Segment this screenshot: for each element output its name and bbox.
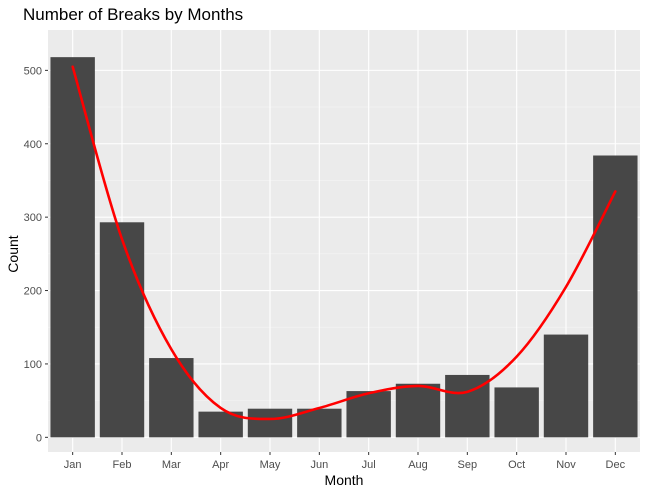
bar-dec	[593, 155, 638, 438]
x-tick-label: Jun	[310, 459, 328, 471]
bar-aug	[395, 383, 441, 438]
x-tick-label: Sep	[458, 459, 478, 471]
y-tick-label: 100	[24, 359, 42, 371]
y-tick-label: 200	[24, 286, 42, 298]
x-axis-label: Month	[324, 472, 364, 488]
y-tick-label: 500	[24, 65, 42, 77]
x-tick-label: Mar	[162, 459, 181, 471]
y-tick-label: 400	[24, 139, 42, 151]
bar-mar	[149, 358, 194, 438]
x-tick-label: Feb	[113, 459, 132, 471]
x-tick-label: Aug	[408, 459, 428, 471]
bar-feb	[99, 222, 145, 438]
bar-jul	[346, 391, 391, 438]
x-tick-label: Jan	[64, 459, 82, 471]
chart-title: Number of Breaks by Months	[23, 5, 244, 24]
x-tick-label: Jul	[362, 459, 376, 471]
y-tick-label: 300	[24, 212, 42, 224]
plot-panel	[48, 30, 640, 452]
x-tick-label: Nov	[556, 459, 576, 471]
trend-line	[71, 65, 617, 421]
bar-may	[247, 408, 293, 438]
bar-nov	[543, 334, 589, 438]
bar-oct	[494, 387, 539, 438]
x-tick-label: May	[260, 459, 281, 471]
bar-jan	[50, 57, 95, 438]
y-tick-label: 0	[36, 432, 42, 444]
x-tick-label: Oct	[508, 459, 525, 471]
x-tick-label: Apr	[212, 459, 229, 471]
x-tick-label: Dec	[606, 459, 626, 471]
